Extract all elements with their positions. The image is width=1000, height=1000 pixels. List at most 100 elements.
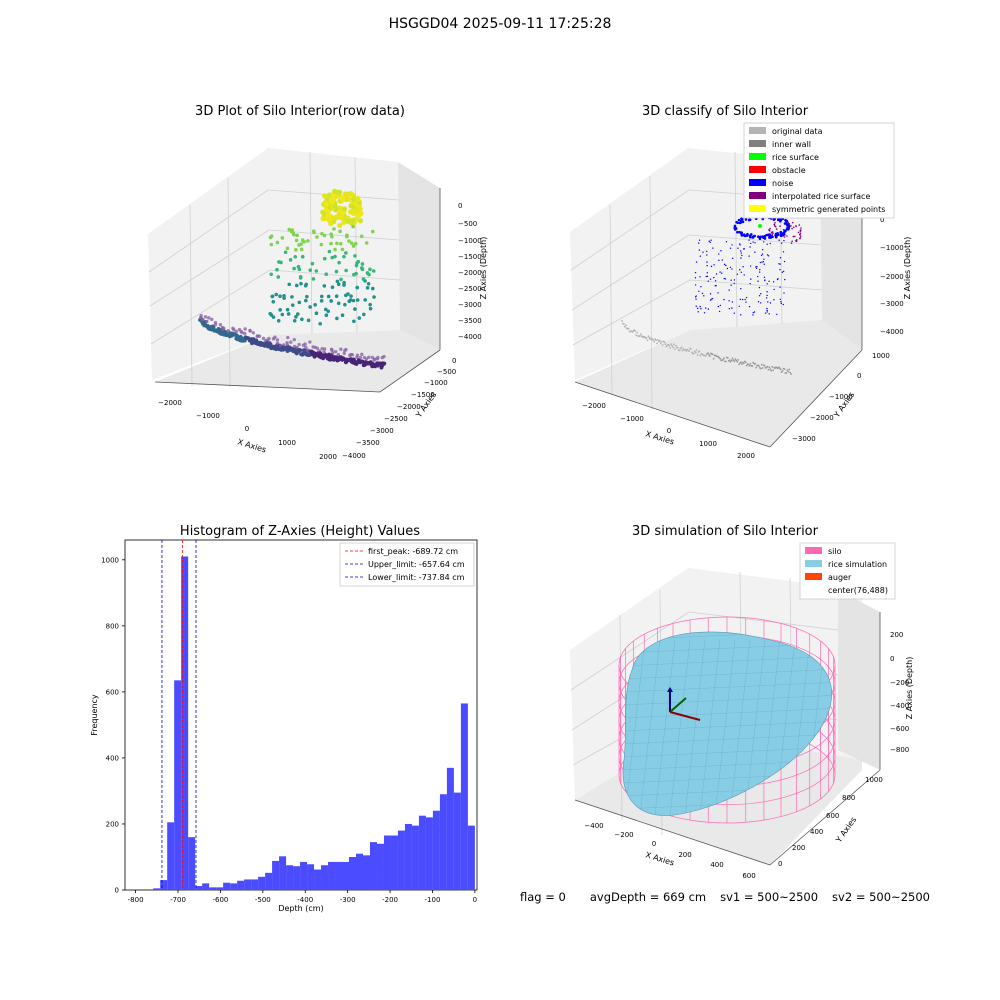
plot1-point (355, 285, 360, 290)
plot2-point (758, 236, 762, 240)
plot2-point (690, 351, 693, 354)
arrowhead-icon (667, 687, 673, 692)
plot2-point (773, 299, 775, 301)
histogram-bar (209, 887, 217, 890)
plot2-point (769, 368, 772, 371)
plot2-point (694, 277, 697, 279)
plot4-ytick: 200 (792, 844, 805, 852)
plot2-point (766, 294, 768, 297)
plot4-ztick: −600 (890, 725, 909, 733)
plot2-legend-frame (743, 122, 895, 219)
plot2-point (790, 242, 793, 244)
legend-swatch (749, 192, 766, 199)
histogram-bar (383, 835, 391, 890)
histogram-xtick: -100 (425, 896, 441, 904)
plot2-point (763, 258, 765, 260)
plot1-point (368, 302, 372, 307)
plot4-legend: silo rice simulation auger center(76,488) (799, 542, 896, 600)
plot2-point (739, 269, 741, 271)
mesh-line (729, 639, 751, 816)
plot1-point (376, 355, 380, 360)
plot2-point (627, 327, 630, 330)
plot2-point (784, 278, 786, 281)
legend-swatch (749, 179, 766, 186)
plot2-point (799, 237, 801, 240)
plot2-point (780, 302, 783, 305)
plot1-point (291, 231, 296, 235)
plot2-3d-axes: −2000 −1000 0 1000 2000 X Axies 1000 0 −… (570, 122, 912, 460)
plot4-xtick: −400 (584, 822, 603, 830)
plot2-point (636, 331, 639, 334)
plot1-point (352, 209, 359, 215)
plot1-ztick: −2000 (458, 269, 482, 277)
plot2-point (704, 307, 707, 309)
plot1-point (308, 268, 313, 272)
plot1-xtick: 0 (245, 425, 249, 433)
plot2-point (693, 350, 696, 353)
plot2-point (731, 301, 734, 303)
mesh-line (623, 694, 832, 706)
plot1-point (350, 204, 356, 210)
plot2-point (639, 335, 641, 337)
plot1-point (365, 285, 370, 290)
plot2-point (751, 365, 754, 367)
plot1-ytick: −4000 (342, 452, 366, 460)
plot1-point (243, 327, 247, 331)
status-footer: flag = 0 avgDepth = 669 cm sv1 = 500~2500 s… (520, 890, 944, 904)
histogram-bar (328, 861, 336, 890)
histogram-bar (223, 882, 231, 890)
plot1-point (261, 336, 266, 341)
plot1-ytick: −2000 (397, 403, 421, 411)
histogram-xtick: -800 (128, 896, 144, 904)
plot1-point (315, 346, 320, 350)
plot2-point (741, 254, 743, 257)
mesh-line (654, 639, 676, 816)
plot2-point (741, 363, 743, 365)
plot1-pane-side (398, 162, 440, 350)
plot1-ztick: −1500 (458, 253, 482, 261)
plot2-xtick: −2000 (582, 402, 606, 410)
histogram-bar (146, 889, 154, 890)
plot2-point (749, 282, 751, 285)
plot2-point (709, 241, 711, 244)
plot1-point (283, 250, 288, 255)
plot2-point (766, 307, 768, 310)
plot2-point (758, 224, 762, 228)
plot2-point (706, 254, 708, 256)
plot1-point (328, 196, 335, 202)
plot2-point (679, 347, 682, 350)
plot1-point (336, 352, 341, 357)
histogram-bar (300, 861, 308, 890)
plot2-point (665, 345, 668, 348)
plot1-ytick: −2500 (384, 415, 408, 423)
plot1-point (345, 234, 349, 239)
plot2-ytick: −1000 (829, 393, 853, 401)
plot2-point (762, 249, 764, 251)
plot1-point (313, 302, 317, 307)
plot1-point (251, 331, 255, 335)
plot4-ztick: −800 (890, 746, 909, 754)
plot2-point (655, 339, 657, 342)
plot2-point (701, 292, 704, 295)
plot2-point (700, 308, 702, 310)
plot1-point (370, 229, 375, 234)
sv2-text: sv2 = 500~2500 (832, 890, 930, 904)
mesh-line (684, 639, 706, 816)
plot1-point (240, 330, 244, 335)
plot2-point (738, 243, 741, 245)
plot2-point (766, 365, 769, 368)
plot2-point (703, 295, 705, 297)
plot2-point (778, 367, 781, 370)
plot1-point (289, 340, 293, 344)
plot2-point (648, 336, 651, 339)
plot1-grid (148, 151, 401, 388)
plot1-point (346, 292, 350, 296)
plot2-point (749, 246, 751, 248)
plot1-point (326, 294, 331, 299)
plot2-point (664, 343, 667, 345)
plot2-point (635, 334, 638, 337)
histogram-legend-frame (339, 542, 475, 587)
plot2-point (745, 364, 748, 367)
plot2-point (759, 268, 761, 271)
plot1-point (274, 292, 279, 297)
